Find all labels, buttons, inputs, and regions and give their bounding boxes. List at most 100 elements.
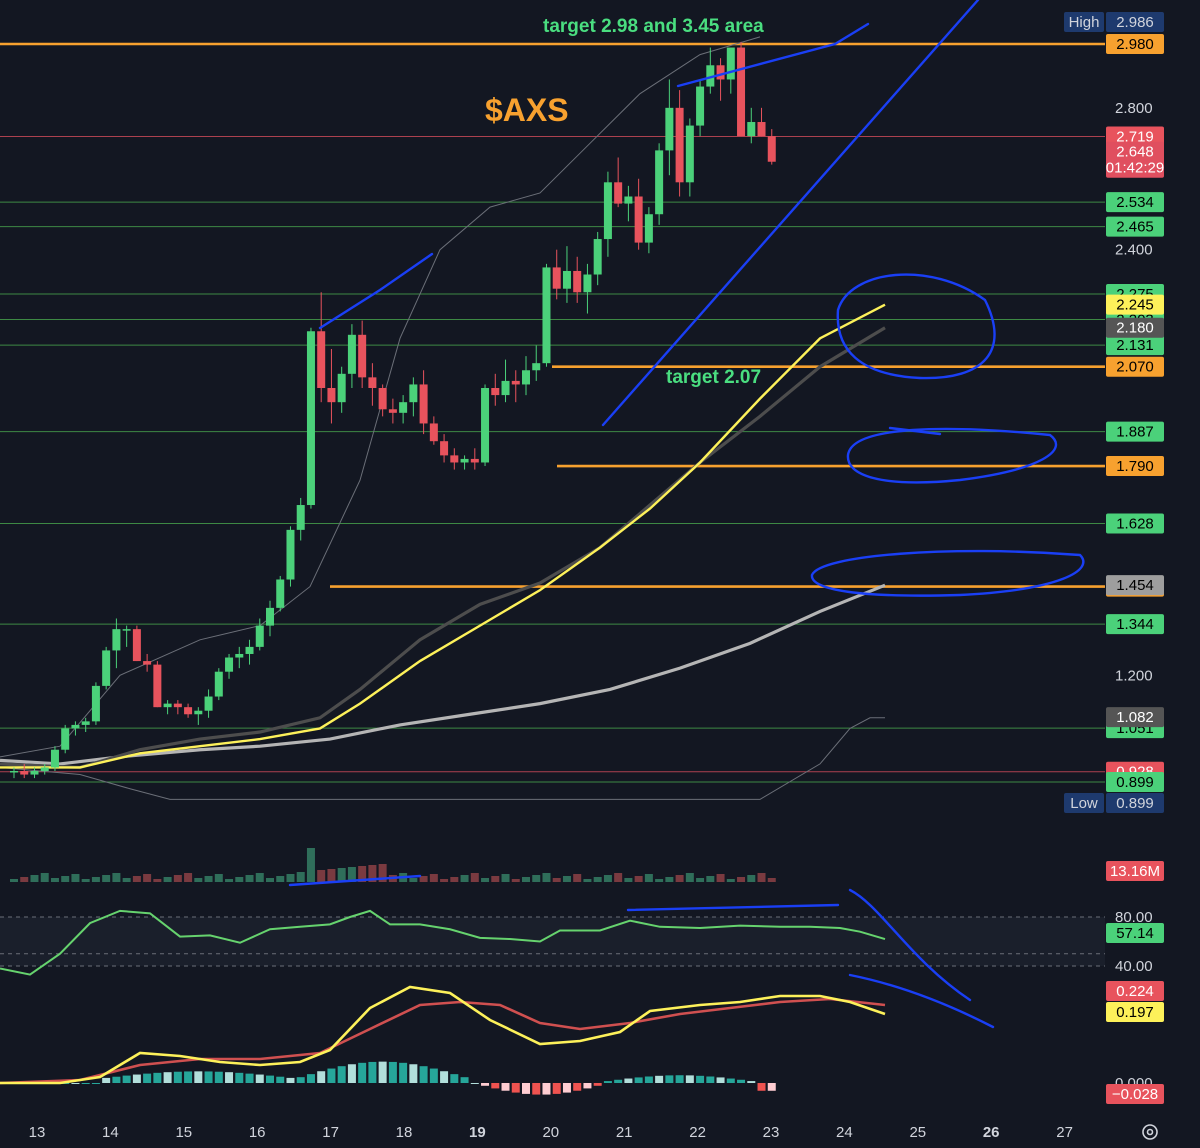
candle-body <box>491 387 500 396</box>
candle-body <box>163 703 172 708</box>
volume-bar <box>481 878 490 882</box>
volume-bar <box>562 876 571 882</box>
bollinger-bands <box>0 36 885 800</box>
volume-bar <box>91 877 100 882</box>
axis-badge <box>1106 575 1164 596</box>
candle-body <box>112 629 121 651</box>
x-axis: 13 14 15 16 17 18 19 20 21 22 23 24 25 26 27 <box>29 1124 1073 1141</box>
macd-hist-bar <box>337 1066 346 1083</box>
x-tick-label: 14 <box>102 1124 119 1141</box>
candles <box>10 41 776 779</box>
x-tick-label: 13 <box>29 1124 46 1141</box>
hand-drawn-stroke <box>288 874 422 887</box>
price-badge-label: 1.887 <box>1116 424 1154 441</box>
candle-body <box>644 214 653 243</box>
x-tick-label: 15 <box>175 1124 192 1141</box>
rsi-pane: 80.00 40.00 57.14 <box>0 909 1164 976</box>
volume-bar <box>286 874 295 882</box>
candle-body <box>122 629 131 631</box>
volume-bar <box>276 876 285 882</box>
volume-bar <box>153 879 162 882</box>
price-badge <box>1106 456 1164 477</box>
macd-hist-bar <box>685 1075 694 1083</box>
candle-body <box>603 182 612 240</box>
volume-badge <box>1106 861 1164 881</box>
macd-hist-bar <box>153 1072 162 1083</box>
price-badges: 2.9802.7192.5342.4652.2752.2032.1312.070… <box>1064 12 1164 813</box>
volume-bar <box>573 874 582 882</box>
volume-bar <box>337 868 346 882</box>
chart-title: $AXS <box>485 92 569 128</box>
macd-hist-bar <box>511 1083 520 1093</box>
settings-gear-icon[interactable] <box>1138 1120 1162 1144</box>
bollinger-lower <box>0 717 885 800</box>
macd-hist-bar <box>675 1075 684 1083</box>
macd-hist-bar <box>470 1083 479 1084</box>
candle-body <box>153 664 162 708</box>
volume-bar <box>624 878 633 882</box>
macd-hist-bar <box>552 1083 561 1094</box>
volume-bar <box>634 876 643 882</box>
volume-bar <box>501 874 510 882</box>
candle-body <box>255 625 264 647</box>
price-badge <box>1106 513 1164 534</box>
candle-body <box>81 721 90 725</box>
rsi-badge <box>1106 923 1164 943</box>
hand-drawn-stroke <box>846 427 1058 484</box>
y-tick-label: 2.400 <box>1115 242 1153 259</box>
volume-bar <box>737 877 746 882</box>
price-badge <box>1106 34 1164 54</box>
macd-hist-bar <box>491 1083 500 1089</box>
candle-body <box>91 685 100 722</box>
macd-hist-bar <box>173 1071 182 1083</box>
x-tick-label: 18 <box>396 1124 413 1141</box>
candle-body <box>399 402 408 413</box>
candle-body <box>317 331 326 388</box>
low-badge-box <box>1106 793 1164 813</box>
price-badge-label: 2.131 <box>1116 337 1154 354</box>
macd-hist-bar <box>306 1074 315 1083</box>
candle-body <box>501 380 510 396</box>
macd-hist-bar <box>81 1083 90 1084</box>
volume-bar <box>122 878 131 882</box>
volume-bar <box>747 875 756 882</box>
price-badge <box>1106 614 1164 635</box>
candle-body <box>624 196 633 204</box>
volume-bar <box>296 872 305 882</box>
ma-light-grey <box>0 583 886 766</box>
axis-badge-label: 2.648 <box>1116 144 1154 161</box>
volume-bar <box>225 879 234 882</box>
candle-body <box>214 671 223 697</box>
volume-bar <box>665 877 674 882</box>
price-badge-label: 2.534 <box>1116 194 1154 211</box>
annotation-target-2-07: target 2.07 <box>666 367 761 388</box>
volume-bar <box>532 875 541 882</box>
macd-hist-bar <box>532 1083 541 1095</box>
volume-bar <box>460 875 469 882</box>
candle-body <box>296 505 305 530</box>
hand-drawn-stroke <box>888 426 942 436</box>
candle-body <box>358 334 367 378</box>
volume-bar <box>327 869 336 882</box>
x-tick-label: 25 <box>909 1124 926 1141</box>
macd-hist-bar <box>767 1083 776 1091</box>
volume-bar <box>50 878 59 882</box>
volume-bar <box>767 878 776 882</box>
macd-hist-bar <box>757 1083 766 1091</box>
macd-hist-bar <box>583 1083 592 1089</box>
macd-value: 0.197 <box>1116 1004 1154 1021</box>
macd-hist-bar <box>481 1083 490 1086</box>
hand-drawn-stroke <box>810 549 1085 597</box>
volume-bar <box>552 878 561 882</box>
macd-hist-bar <box>706 1076 715 1083</box>
candle-body <box>388 409 397 413</box>
candle-body <box>460 458 469 463</box>
axis-badge-label: 1.454 <box>1116 577 1154 594</box>
volume-bar <box>603 875 612 882</box>
price-badge <box>1106 192 1164 213</box>
macd-hist-bar <box>214 1071 223 1083</box>
macd-hist-bar <box>317 1071 326 1083</box>
candle-body <box>225 657 234 672</box>
